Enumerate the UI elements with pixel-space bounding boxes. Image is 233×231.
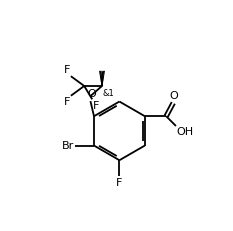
Text: O: O: [170, 91, 178, 101]
Text: F: F: [116, 178, 123, 188]
Text: F: F: [64, 65, 70, 75]
Text: Br: Br: [62, 140, 75, 151]
Text: O: O: [87, 89, 96, 99]
Text: OH: OH: [177, 128, 194, 137]
Text: F: F: [93, 101, 99, 111]
Text: &1: &1: [103, 89, 115, 98]
Text: F: F: [64, 97, 70, 107]
